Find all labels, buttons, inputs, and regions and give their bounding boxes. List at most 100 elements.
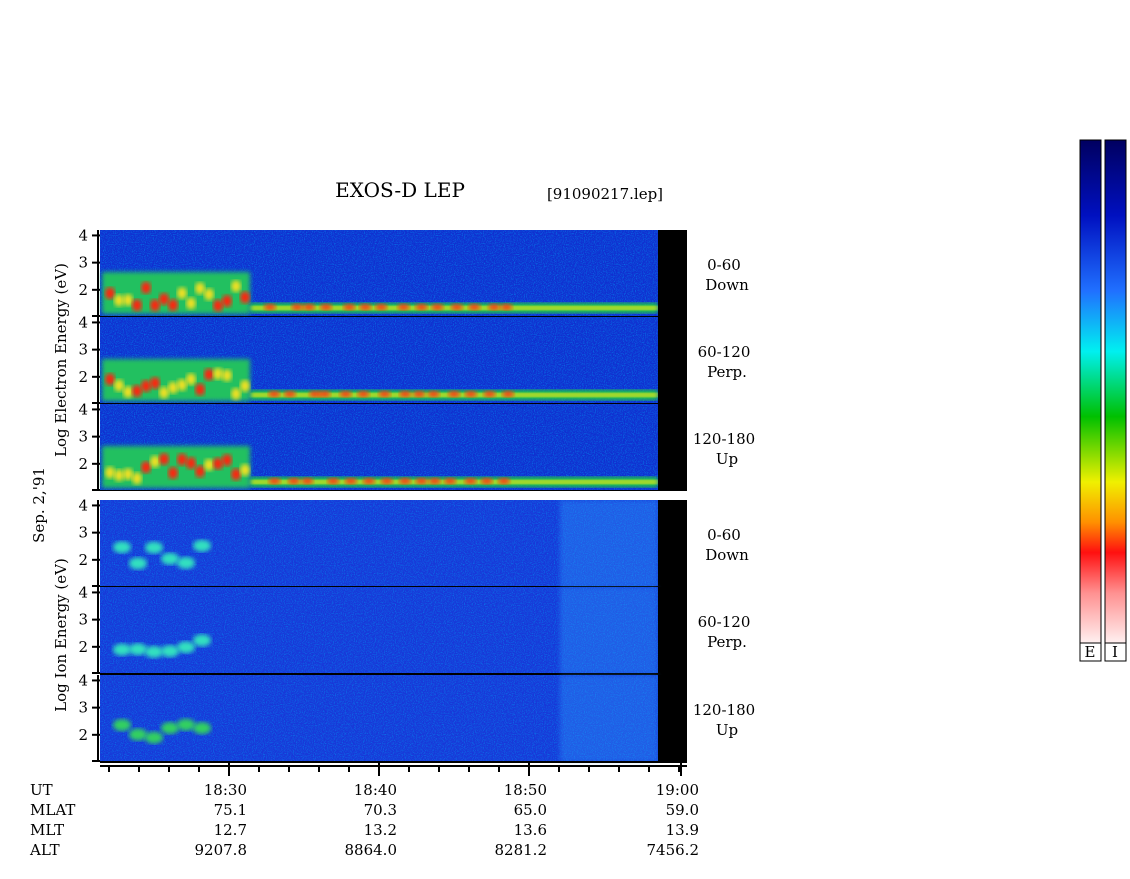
spectrogram-blob bbox=[123, 385, 133, 398]
row-label: MLT bbox=[30, 821, 64, 839]
spectrogram-blob bbox=[114, 379, 124, 392]
row-value: 8864.0 bbox=[345, 841, 398, 859]
file-name: [91090217.lep] bbox=[547, 185, 663, 203]
spectrogram-blob bbox=[123, 468, 133, 481]
row-value: 18:30 bbox=[204, 781, 247, 799]
spectrogram-blob bbox=[344, 478, 357, 484]
spectrogram-blob bbox=[327, 478, 340, 484]
spectrogram-blob bbox=[177, 287, 187, 300]
spectrogram-blob bbox=[222, 369, 232, 382]
colorbar-label: E bbox=[1085, 643, 1096, 661]
spectrogram-blob bbox=[113, 718, 131, 731]
row-value: 65.0 bbox=[514, 801, 547, 819]
spectrogram-blob bbox=[105, 287, 115, 300]
spectrogram bbox=[97, 230, 687, 318]
spectrogram-blob bbox=[480, 478, 493, 484]
spectrogram-blob bbox=[177, 378, 187, 391]
row-value: 7456.2 bbox=[647, 841, 700, 859]
spectrogram-blob bbox=[123, 294, 133, 307]
row-value: 18:50 bbox=[504, 781, 547, 799]
spectrogram-blob bbox=[359, 304, 372, 310]
spectrogram-blob bbox=[339, 391, 352, 397]
y-tick-label: 2 bbox=[78, 455, 88, 473]
spectrogram-blob bbox=[415, 304, 428, 310]
spectrogram-blob bbox=[498, 478, 511, 484]
spectrogram-blob bbox=[222, 454, 232, 467]
pitch-angle-label: 120-180 bbox=[693, 701, 755, 719]
spectrogram-glow bbox=[560, 675, 658, 762]
y-tick-label: 2 bbox=[78, 726, 88, 744]
panel-separator bbox=[100, 491, 687, 500]
spectrogram-blob bbox=[357, 391, 370, 397]
spectrogram-blob bbox=[129, 643, 147, 656]
y-axis-label: Log Ion Energy (eV) bbox=[52, 558, 70, 712]
data-gap bbox=[658, 500, 687, 587]
row-value: 70.3 bbox=[364, 801, 397, 819]
time-axis bbox=[100, 762, 687, 776]
spectrogram bbox=[97, 675, 687, 763]
spectrogram-blob bbox=[113, 541, 131, 554]
spectrogram-blob bbox=[161, 552, 179, 565]
spectrogram-blob bbox=[132, 384, 142, 397]
spectrogram-blob bbox=[231, 468, 241, 481]
spectrogram-blob bbox=[302, 304, 315, 310]
spectrogram-blob bbox=[145, 645, 163, 658]
spectrogram-blob bbox=[159, 453, 169, 466]
spectrogram-blob bbox=[431, 304, 444, 310]
pitch-angle-label: 0-60 bbox=[707, 256, 741, 274]
row-label: MLAT bbox=[30, 801, 75, 819]
y-tick-label: 4 bbox=[78, 313, 88, 331]
spectrogram-blob bbox=[464, 391, 477, 397]
spectrogram-blob bbox=[150, 377, 160, 390]
y-tick-label: 3 bbox=[78, 699, 88, 717]
spectrogram-blob bbox=[397, 304, 410, 310]
spectrogram-blob bbox=[231, 387, 241, 400]
spectrogram-blob bbox=[193, 539, 211, 552]
spectrogram-blob bbox=[283, 391, 296, 397]
spectrogram-blob bbox=[450, 304, 463, 310]
spectrogram-blob bbox=[141, 281, 151, 294]
y-tick-label: 4 bbox=[78, 226, 88, 244]
y-tick-label: 4 bbox=[78, 400, 88, 418]
spectrogram-blob bbox=[141, 461, 151, 474]
spectrogram bbox=[97, 404, 687, 492]
spectrogram-glow bbox=[560, 500, 658, 587]
spectrogram-blob bbox=[186, 373, 196, 386]
colorbar bbox=[1079, 139, 1102, 644]
spectrogram-blob bbox=[193, 722, 211, 735]
spectrogram-blob bbox=[193, 634, 211, 647]
spectrogram-blob bbox=[428, 478, 441, 484]
spectrogram-blob bbox=[378, 391, 391, 397]
spectrogram-blob bbox=[301, 478, 314, 484]
spectrogram-blob bbox=[500, 304, 513, 310]
spectrogram-blob bbox=[114, 469, 124, 482]
direction-label: Perp. bbox=[707, 633, 747, 651]
row-value: 19:00 bbox=[656, 781, 699, 799]
pitch-angle-label: 0-60 bbox=[707, 526, 741, 544]
spectrogram-blob bbox=[129, 557, 147, 570]
spectrogram-blob bbox=[195, 465, 205, 478]
spectrogram-blob bbox=[309, 391, 322, 397]
spectrogram bbox=[97, 587, 687, 675]
spectrogram-blob bbox=[213, 299, 223, 312]
row-value: 18:40 bbox=[354, 781, 397, 799]
direction-label: Perp. bbox=[707, 363, 747, 381]
spectrogram-blob bbox=[159, 386, 169, 399]
spectrogram-blob bbox=[362, 478, 375, 484]
row-value: 9207.8 bbox=[195, 841, 248, 859]
spectrogram-blob bbox=[150, 299, 160, 312]
spectrogram-blob bbox=[399, 391, 412, 397]
spectrogram-blob bbox=[177, 718, 195, 731]
row-label: UT bbox=[30, 781, 53, 799]
spectrogram-blob bbox=[320, 304, 333, 310]
spectrogram-blob bbox=[177, 641, 195, 654]
pitch-angle-label: 60-120 bbox=[698, 613, 751, 631]
spectrogram-blob bbox=[204, 368, 214, 381]
colorbar bbox=[1104, 139, 1127, 644]
direction-label: Up bbox=[716, 721, 738, 739]
spectrogram-blob bbox=[264, 304, 277, 310]
row-value: 75.1 bbox=[214, 801, 247, 819]
spectrogram-band bbox=[102, 446, 250, 488]
spectrogram-blob bbox=[213, 457, 223, 470]
spectrogram-blob bbox=[132, 472, 142, 485]
